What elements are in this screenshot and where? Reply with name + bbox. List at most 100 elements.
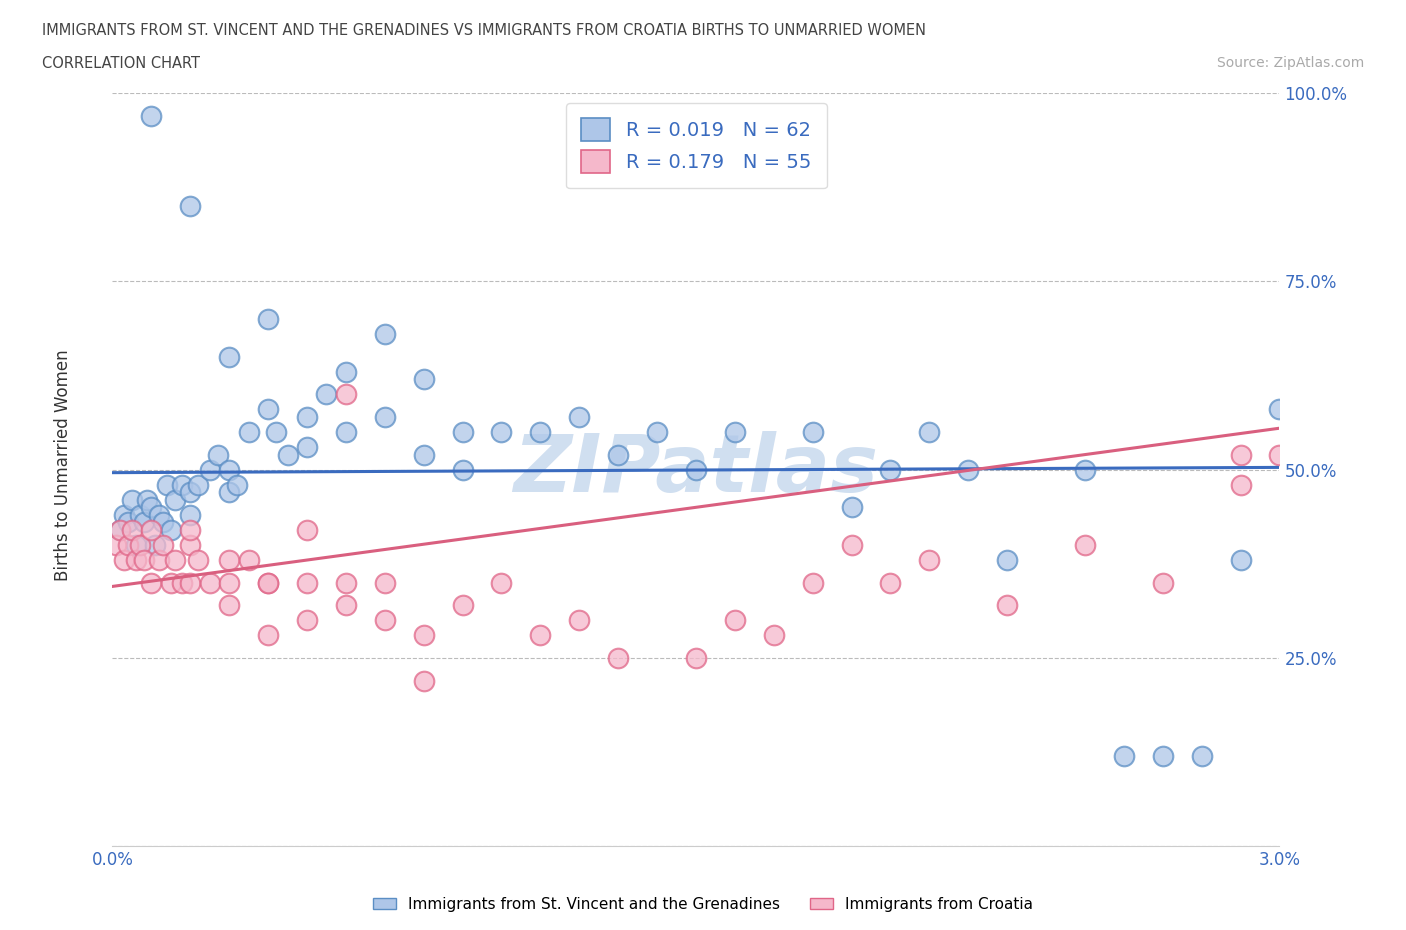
Point	[1229, 477, 1251, 492]
Point	[110, 523, 132, 538]
Point	[163, 552, 186, 567]
Point	[295, 440, 318, 455]
Point	[148, 508, 170, 523]
Text: ZIPatlas: ZIPatlas	[513, 431, 879, 509]
Point	[187, 552, 209, 567]
Point	[918, 552, 941, 567]
Text: CORRELATION CHART: CORRELATION CHART	[42, 56, 200, 71]
Point	[295, 575, 318, 591]
Point	[374, 326, 396, 341]
Point	[179, 523, 201, 538]
Point	[685, 462, 707, 477]
Point	[412, 372, 434, 387]
Legend: Immigrants from St. Vincent and the Grenadines, Immigrants from Croatia: Immigrants from St. Vincent and the Gren…	[367, 891, 1039, 918]
Point	[257, 628, 280, 643]
Point	[238, 424, 260, 440]
Point	[257, 312, 280, 326]
Point	[841, 500, 863, 515]
Point	[412, 673, 434, 688]
Point	[335, 424, 357, 440]
Point	[451, 598, 474, 613]
Point	[198, 462, 221, 477]
Point	[141, 575, 163, 591]
Point	[529, 424, 551, 440]
Point	[1229, 552, 1251, 567]
Point	[121, 492, 143, 507]
Point	[1191, 749, 1213, 764]
Point	[179, 538, 201, 552]
Point	[128, 508, 150, 523]
Point	[128, 538, 150, 552]
Point	[801, 575, 824, 591]
Point	[1268, 402, 1291, 417]
Point	[724, 613, 747, 628]
Point	[1229, 447, 1251, 462]
Point	[163, 492, 186, 507]
Point	[335, 387, 357, 402]
Point	[568, 613, 591, 628]
Point	[801, 424, 824, 440]
Point	[141, 500, 163, 515]
Point	[918, 424, 941, 440]
Point	[141, 108, 163, 123]
Point	[152, 538, 174, 552]
Point	[179, 508, 201, 523]
Point	[179, 199, 201, 214]
Legend: R = 0.019   N = 62, R = 0.179   N = 55: R = 0.019 N = 62, R = 0.179 N = 55	[565, 102, 827, 189]
Point	[179, 575, 201, 591]
Point	[412, 447, 434, 462]
Point	[841, 538, 863, 552]
Point	[112, 508, 135, 523]
Point	[226, 477, 249, 492]
Point	[491, 575, 513, 591]
Point	[607, 447, 630, 462]
Point	[412, 628, 434, 643]
Point	[218, 462, 240, 477]
Point	[1268, 447, 1291, 462]
Point	[451, 462, 474, 477]
Point	[374, 409, 396, 424]
Point	[148, 552, 170, 567]
Point	[335, 365, 357, 379]
Point	[685, 651, 707, 666]
Text: Source: ZipAtlas.com: Source: ZipAtlas.com	[1216, 56, 1364, 70]
Point	[105, 538, 128, 552]
Point	[141, 523, 163, 538]
Point	[276, 447, 298, 462]
Point	[125, 552, 148, 567]
Point	[374, 613, 396, 628]
Point	[295, 613, 318, 628]
Point	[132, 515, 155, 530]
Point	[257, 402, 280, 417]
Point	[451, 424, 474, 440]
Point	[491, 424, 513, 440]
Point	[125, 538, 148, 552]
Point	[1074, 462, 1097, 477]
Point	[207, 447, 229, 462]
Point	[957, 462, 980, 477]
Point	[879, 575, 901, 591]
Point	[295, 409, 318, 424]
Point	[645, 424, 668, 440]
Point	[218, 552, 240, 567]
Point	[1112, 749, 1135, 764]
Point	[335, 575, 357, 591]
Point	[156, 477, 179, 492]
Point	[238, 552, 260, 567]
Point	[218, 349, 240, 364]
Point	[724, 424, 747, 440]
Point	[136, 492, 159, 507]
Point	[257, 575, 280, 591]
Point	[152, 515, 174, 530]
Point	[160, 523, 183, 538]
Point	[1152, 575, 1174, 591]
Point	[315, 387, 337, 402]
Point	[264, 424, 287, 440]
Point	[257, 575, 280, 591]
Point	[132, 552, 155, 567]
Point	[995, 598, 1018, 613]
Point	[117, 515, 139, 530]
Point	[117, 538, 139, 552]
Point	[218, 485, 240, 499]
Text: IMMIGRANTS FROM ST. VINCENT AND THE GRENADINES VS IMMIGRANTS FROM CROATIA BIRTHS: IMMIGRANTS FROM ST. VINCENT AND THE GREN…	[42, 23, 927, 38]
